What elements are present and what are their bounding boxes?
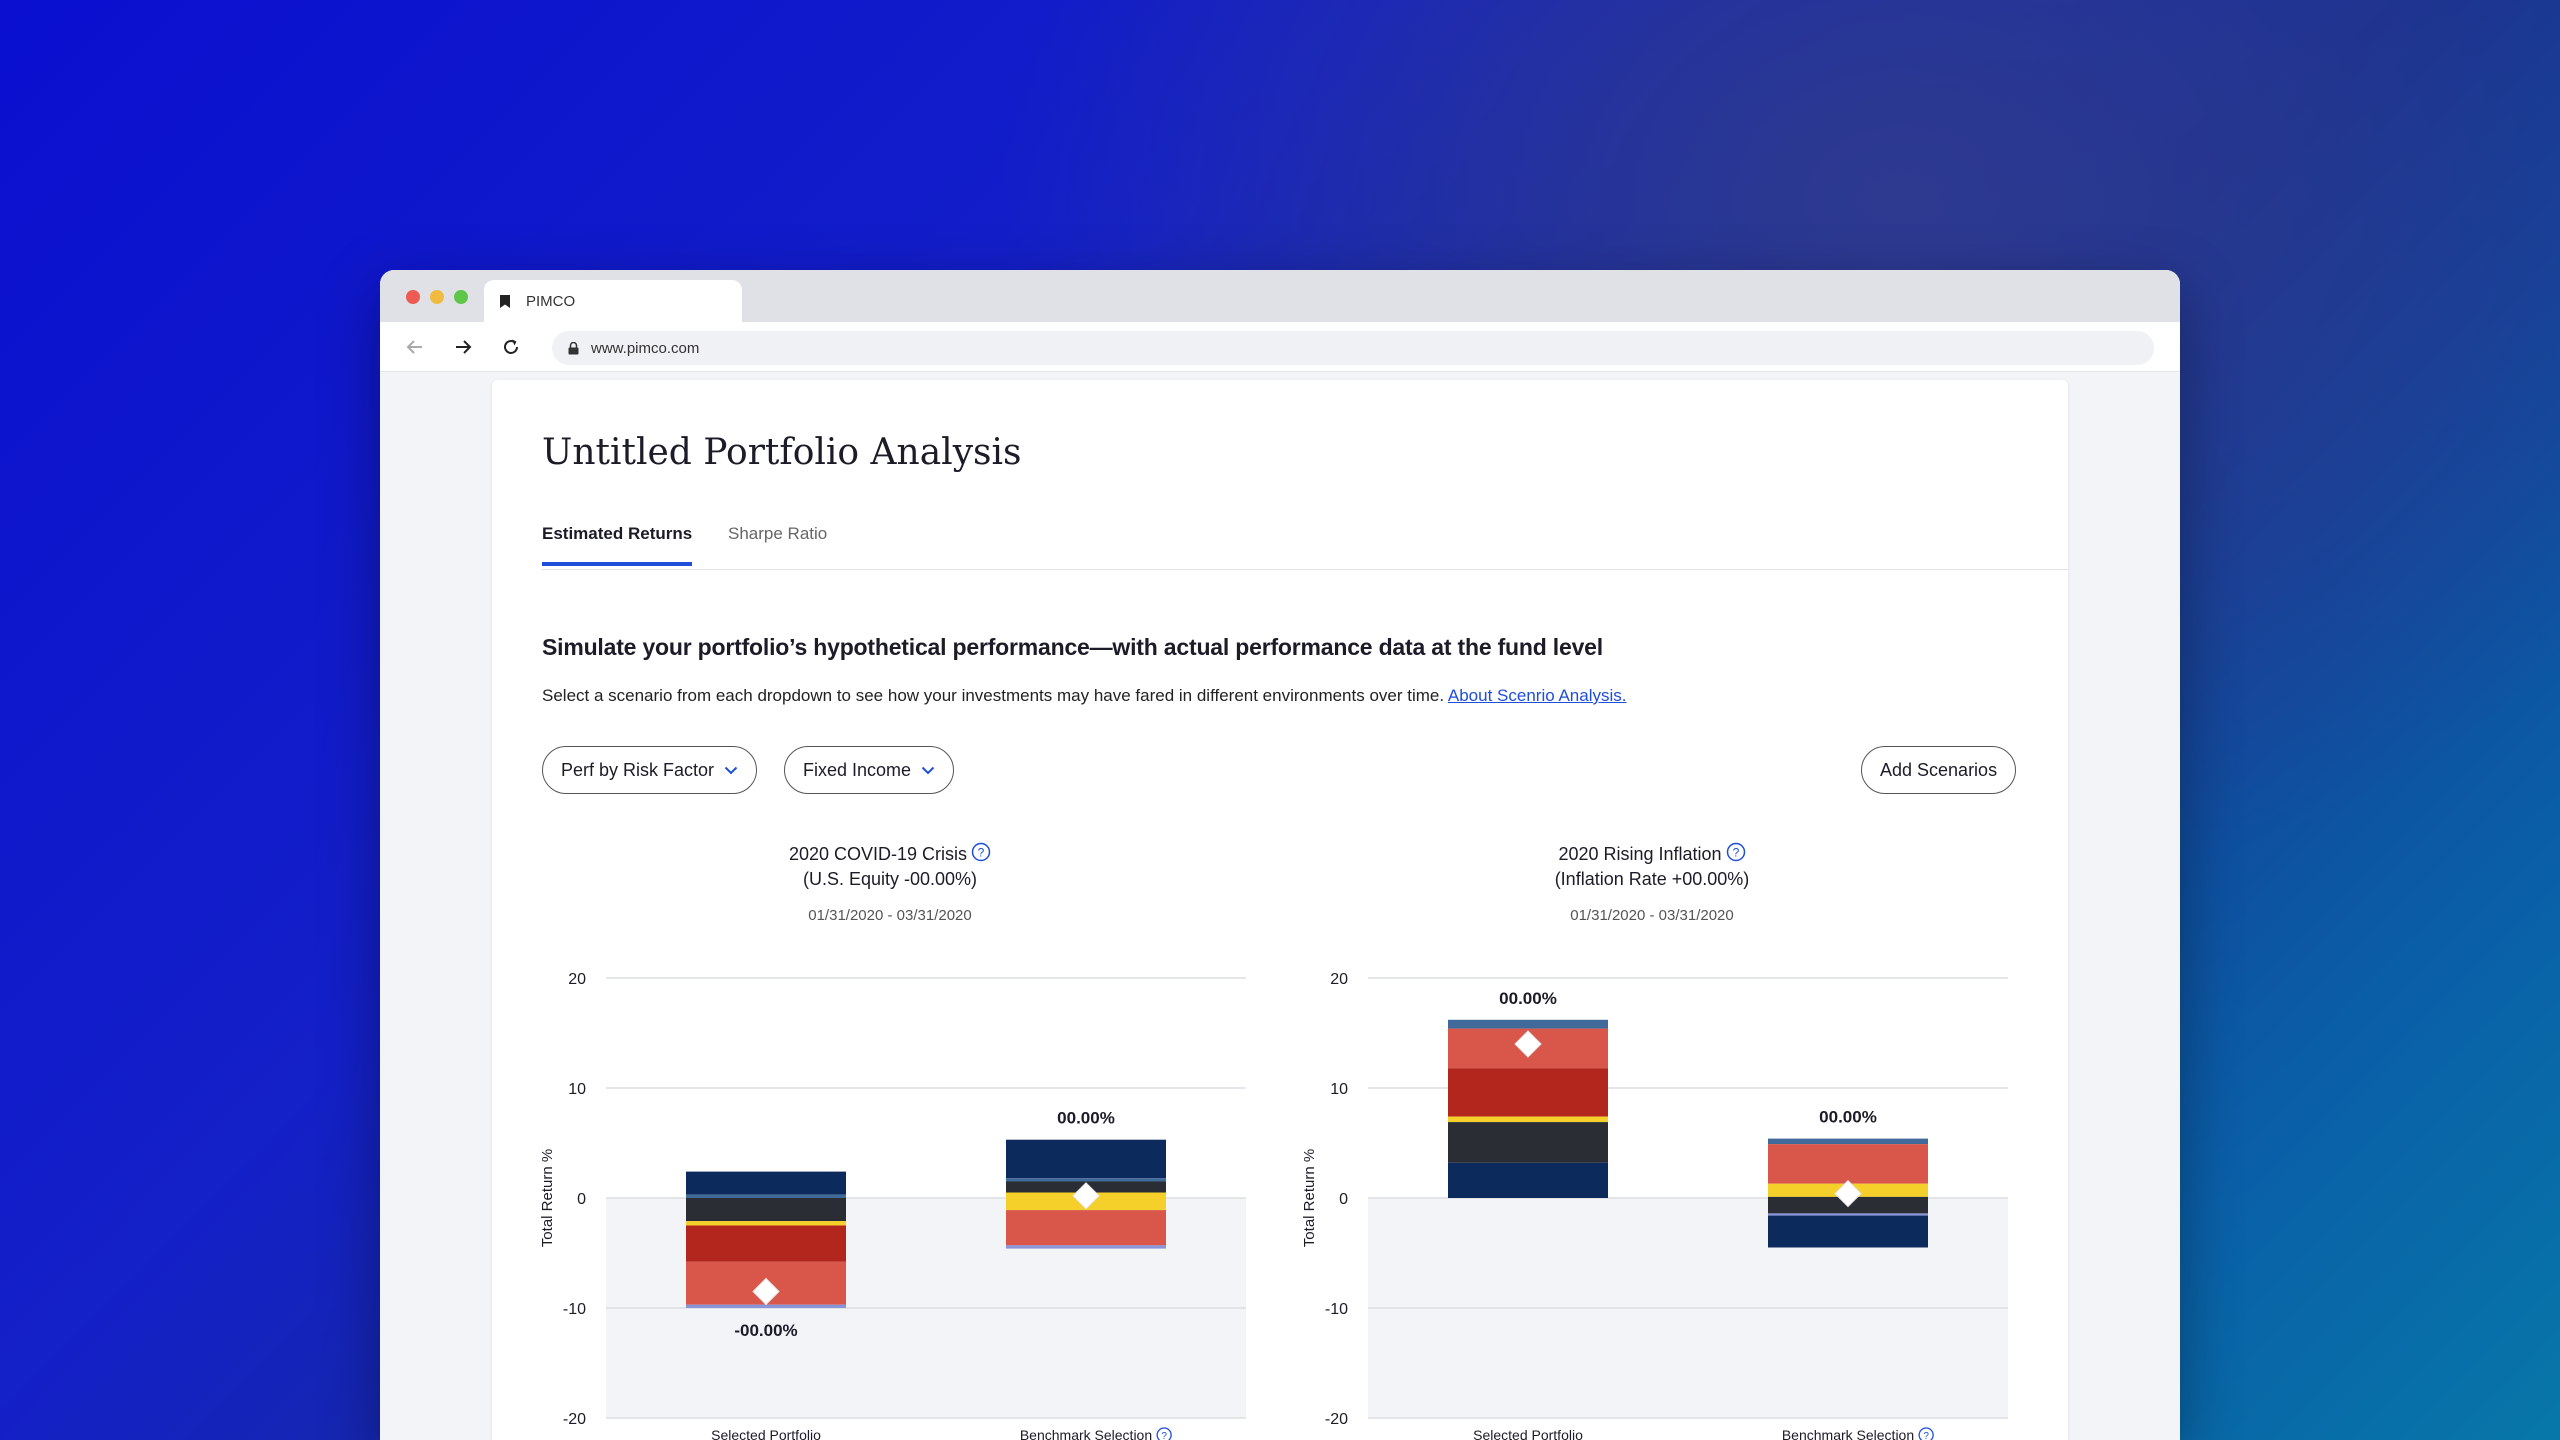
tab-sharpe-ratio[interactable]: Sharpe Ratio (728, 524, 828, 543)
bar-segment-lavender (1768, 1213, 1928, 1216)
browser-tab-title: PIMCO (526, 292, 576, 310)
help-icon[interactable]: ? (1918, 1427, 1934, 1440)
chevron-down-icon (921, 766, 935, 774)
analysis-card: Untitled Portfolio Analysis Estimated Re… (492, 380, 2068, 1440)
svg-text:?: ? (1732, 846, 1739, 860)
y-tick-label: 20 (568, 971, 586, 988)
add-scenarios-button[interactable]: Add Scenarios (1861, 746, 2017, 794)
reload-icon[interactable] (498, 334, 524, 360)
tab-estimated-returns[interactable]: Estimated Returns (542, 524, 693, 566)
x-category-label: Selected Portfolio (1473, 1427, 1583, 1440)
dropdown-label: Perf by Risk Factor (561, 759, 715, 780)
bar-segment-red-light (1006, 1210, 1166, 1246)
bar-segment-steel (686, 1194, 846, 1198)
page-viewport: Untitled Portfolio Analysis Estimated Re… (380, 372, 2180, 1440)
chevron-down-icon (724, 766, 738, 774)
section-headline: Simulate your portfolio’s hypothetical p… (542, 634, 1603, 660)
bar-segment-yellow (1448, 1116, 1608, 1123)
svg-text:?: ? (1923, 1431, 1929, 1440)
total-return-marker (1834, 1179, 1862, 1208)
bar-stack[interactable] (1768, 1138, 1928, 1248)
bar-value-label: -00.00% (734, 1321, 797, 1340)
y-tick-label: -10 (563, 1301, 586, 1318)
bar-stack[interactable] (1448, 1019, 1608, 1198)
bar-segment-steel (1448, 1019, 1608, 1029)
bookmark-icon (500, 294, 510, 308)
chart-date-range: 01/31/2020 - 03/31/2020 (808, 907, 972, 924)
y-tick-label: 10 (568, 1081, 586, 1098)
chart-date-range: 01/31/2020 - 03/31/2020 (1570, 907, 1734, 924)
bar-segment-navy (1448, 1162, 1608, 1198)
bar-segment-navy (1006, 1139, 1166, 1179)
bar-segment-navy (1768, 1215, 1928, 1248)
bar-value-label: 00.00% (1057, 1109, 1115, 1128)
x-category-label: Benchmark Selection (1782, 1427, 1914, 1440)
bar-segment-yellow (686, 1221, 846, 1226)
bar-segment-steel (1768, 1138, 1928, 1145)
chart-title-line2: (Inflation Rate +00.00%) (1554, 869, 1750, 889)
bar-segment-charcoal (1448, 1122, 1608, 1163)
y-tick-label: -10 (1325, 1301, 1348, 1318)
help-icon[interactable]: ? (971, 842, 991, 862)
bar-segment-red-light (1768, 1144, 1928, 1184)
dropdown-label: Fixed Income (803, 759, 912, 780)
address-bar: www.pimco.com (380, 322, 2180, 372)
browser-window: PIMCO www.pimco.com Untitled Portfolio A… (380, 270, 2180, 1440)
add-scenarios-label: Add Scenarios (1880, 759, 1998, 780)
bar-stack[interactable] (1006, 1139, 1166, 1249)
forward-arrow-icon[interactable] (450, 334, 476, 360)
about-scenario-link[interactable]: About Scenrio Analysis. (1447, 686, 1627, 705)
bar-segment-lavender (1006, 1245, 1166, 1249)
url-text: www.pimco.com (591, 339, 700, 357)
y-tick-label: 0 (1339, 1191, 1348, 1208)
perf-by-risk-factor-dropdown[interactable]: Perf by Risk Factor (542, 746, 758, 794)
browser-tab-bar: PIMCO (380, 270, 2180, 322)
window-controls (406, 290, 468, 304)
bar-segment-charcoal (686, 1198, 846, 1222)
x-category-label: Selected Portfolio (711, 1427, 821, 1440)
maximize-window-button[interactable] (454, 290, 468, 304)
bar-segment-steel (1006, 1178, 1166, 1182)
page-title: Untitled Portfolio Analysis (542, 432, 1022, 473)
chart-title-line1: 2020 Rising Inflation (1558, 844, 1722, 864)
lock-icon (568, 341, 579, 354)
y-axis-label: Total Return % (539, 1149, 556, 1247)
close-window-button[interactable] (406, 290, 420, 304)
chart-title-line1: 2020 COVID-19 Crisis (788, 844, 968, 864)
total-return-marker (752, 1277, 780, 1306)
bar-segment-red-dark (686, 1225, 846, 1262)
chart-title-inflation: 2020 Rising Inflation? (Inflation Rate +… (1284, 842, 2020, 892)
browser-tab[interactable]: PIMCO (484, 280, 742, 322)
y-tick-label: -20 (1325, 1411, 1348, 1428)
chart-title-covid: 2020 COVID-19 Crisis? (U.S. Equity -00.0… (522, 842, 1258, 892)
chart-covid: 20 10 0 -10 -20 Total Return % -00.00% Selected… (539, 971, 1246, 1440)
svg-text:?: ? (1161, 1431, 1167, 1440)
y-tick-label: 0 (577, 1191, 586, 1208)
chart-inflation: 20 10 0 -10 -20 Total Return % 00.00% Selected … (1301, 971, 2008, 1440)
total-return-marker (1514, 1030, 1542, 1058)
chart-title-line2: (U.S. Equity -00.00%) (802, 869, 978, 889)
y-tick-label: -20 (563, 1411, 586, 1428)
help-icon[interactable]: ? (1156, 1427, 1172, 1440)
bar-stack[interactable] (686, 1171, 846, 1308)
description-text: Select a scenario from each dropdown to … (542, 686, 1445, 705)
help-icon[interactable]: ? (1726, 842, 1746, 862)
y-axis-label: Total Return % (1301, 1149, 1318, 1247)
y-tick-label: 20 (1330, 971, 1348, 988)
section-description: Select a scenario from each dropdown to … (542, 686, 1627, 706)
bar-value-label: 00.00% (1819, 1108, 1877, 1127)
bar-segment-navy (686, 1171, 846, 1195)
back-arrow-icon[interactable] (402, 334, 428, 360)
fixed-income-dropdown[interactable]: Fixed Income (784, 746, 955, 794)
bar-segment-red-dark (1448, 1068, 1608, 1117)
svg-text:?: ? (978, 846, 985, 860)
y-tick-label: 10 (1330, 1081, 1348, 1098)
url-field[interactable]: www.pimco.com (552, 331, 2154, 365)
bar-value-label: 00.00% (1499, 989, 1557, 1008)
minimize-window-button[interactable] (430, 290, 444, 304)
total-return-marker (1072, 1182, 1100, 1210)
bar-segment-lavender (686, 1304, 846, 1308)
tab-strip: Estimated Returns Sharpe Ratio (542, 520, 2068, 570)
x-category-label: Benchmark Selection (1020, 1427, 1152, 1440)
